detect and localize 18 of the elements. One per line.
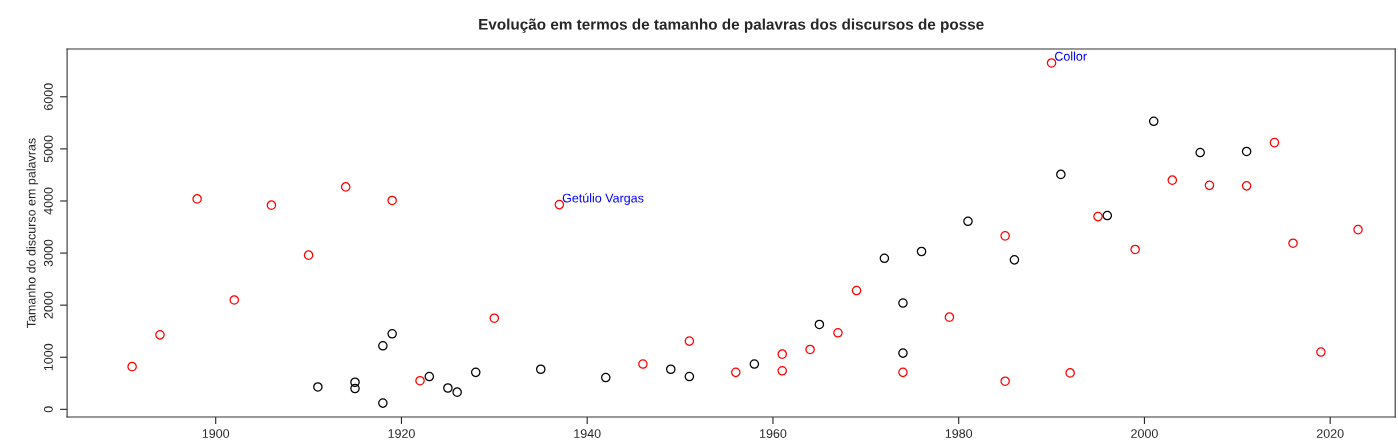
y-tick-label: 6000: [43, 83, 53, 111]
y-tick-label: 1000: [43, 343, 53, 371]
y-tick-label: 3000: [43, 239, 53, 267]
x-tick-label: 1940: [574, 429, 601, 438]
annotation: Getúlio Vargas: [562, 193, 644, 205]
annotation: Collor: [1054, 51, 1087, 61]
chart-title: Evolução em termos de tamanho de palavras dos discursos de posse: [479, 18, 984, 33]
x-tick-label: 2020: [1316, 429, 1344, 438]
y-tick-label: 4000: [43, 187, 53, 215]
y-tick-label: 0: [43, 406, 53, 413]
x-tick-label: 1980: [945, 429, 973, 438]
x-tick-label: 1960: [760, 429, 787, 438]
y-tick-label: 2000: [43, 291, 53, 319]
y-tick-label: 5000: [43, 135, 53, 163]
y-axis-title: Tamanho do discurso em palavras: [26, 138, 39, 328]
x-tick-label: 2000: [1131, 429, 1158, 438]
x-tick-label: 1900: [202, 429, 230, 438]
x-tick-label: 1920: [388, 429, 415, 438]
